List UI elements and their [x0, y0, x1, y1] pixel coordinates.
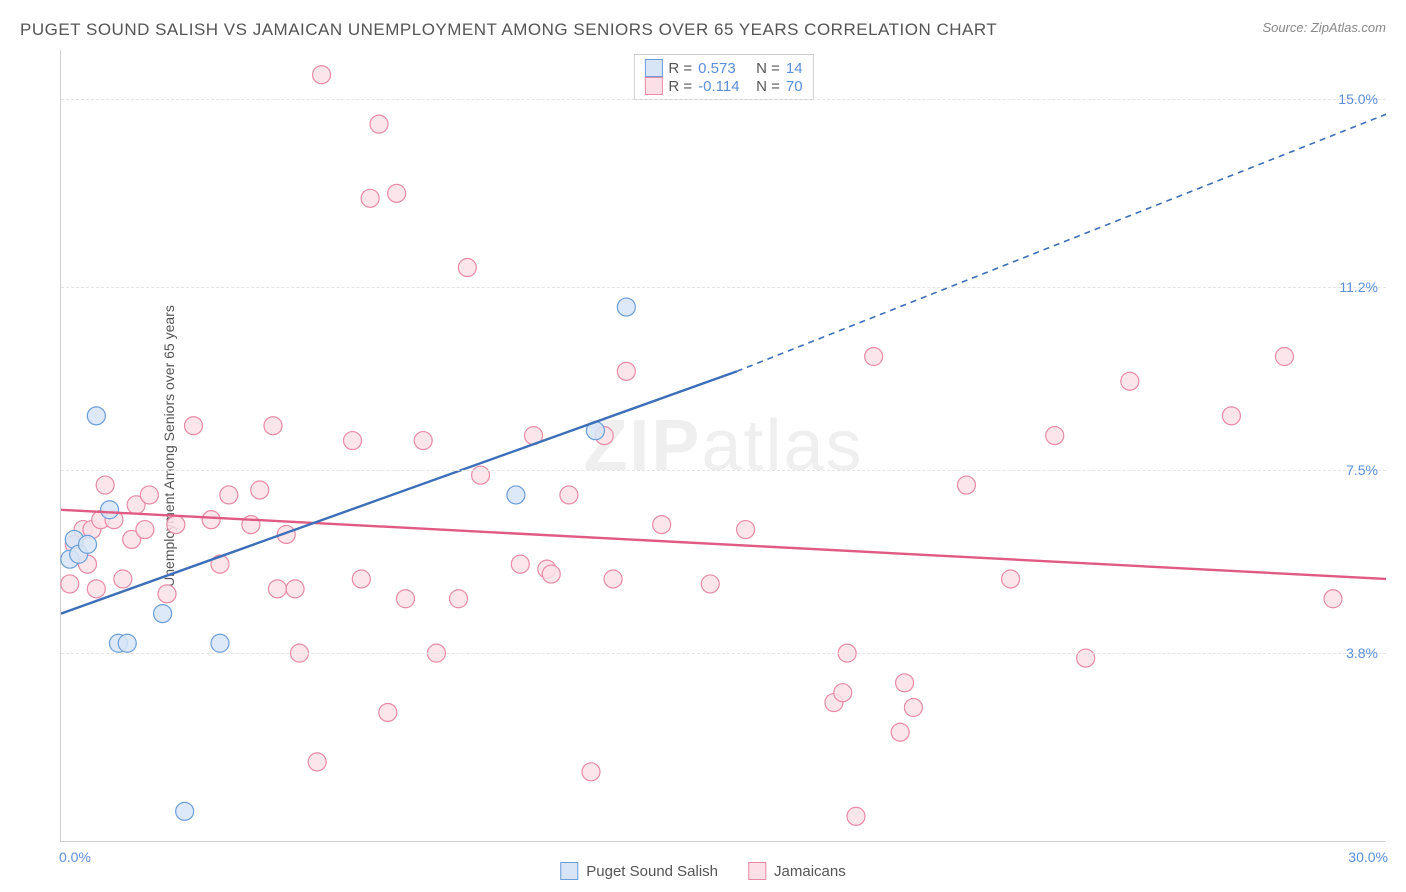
scatter-point [507, 486, 525, 504]
y-tick-label: 3.8% [1346, 645, 1378, 661]
stats-row: R = 0.573 N = 14 [644, 59, 802, 77]
scatter-point [136, 521, 154, 539]
legend-item: Jamaicans [748, 862, 846, 880]
scatter-point [308, 753, 326, 771]
scatter-point [1002, 570, 1020, 588]
scatter-point [87, 580, 105, 598]
scatter-point [472, 466, 490, 484]
scatter-point [352, 570, 370, 588]
gridline [61, 653, 1386, 654]
scatter-point [140, 486, 158, 504]
scatter-point [1121, 372, 1139, 390]
scatter-point [370, 115, 388, 133]
y-tick-label: 15.0% [1338, 91, 1378, 107]
scatter-point [560, 486, 578, 504]
stat-r-label: R = [668, 78, 692, 95]
scatter-point [211, 634, 229, 652]
legend-swatch [748, 862, 766, 880]
scatter-point [701, 575, 719, 593]
scatter-point [154, 605, 172, 623]
scatter-point [1077, 649, 1095, 667]
scatter-point [158, 585, 176, 603]
scatter-point [388, 184, 406, 202]
chart-title: PUGET SOUND SALISH VS JAMAICAN UNEMPLOYM… [20, 20, 997, 40]
gridline [61, 287, 1386, 288]
scatter-point [617, 362, 635, 380]
series-legend: Puget Sound Salish Jamaicans [560, 862, 845, 880]
scatter-point [101, 501, 119, 519]
source-link[interactable]: ZipAtlas.com [1311, 20, 1386, 35]
scatter-point [414, 432, 432, 450]
scatter-point [251, 481, 269, 499]
scatter-point [896, 674, 914, 692]
scatter-point [268, 580, 286, 598]
stat-r-value: 0.573 [698, 60, 750, 77]
x-tick-min: 0.0% [59, 849, 91, 865]
scatter-point [202, 511, 220, 529]
scatter-point [957, 476, 975, 494]
legend-label: Puget Sound Salish [586, 863, 718, 880]
source-prefix: Source: [1262, 20, 1310, 35]
stat-n-value: 70 [786, 78, 803, 95]
stat-n-label: N = [756, 78, 780, 95]
scatter-point [458, 259, 476, 277]
scatter-point [847, 807, 865, 825]
scatter-point [313, 66, 331, 84]
scatter-point [361, 189, 379, 207]
scatter-point [737, 521, 755, 539]
y-tick-label: 7.5% [1346, 462, 1378, 478]
legend-label: Jamaicans [774, 863, 846, 880]
gridline [61, 470, 1386, 471]
scatter-point [379, 703, 397, 721]
scatter-point [96, 476, 114, 494]
trend-line-dashed [737, 114, 1386, 371]
legend-swatch [644, 59, 662, 77]
scatter-point [511, 555, 529, 573]
scatter-point [167, 516, 185, 534]
scatter-point [1324, 590, 1342, 608]
source-label: Source: ZipAtlas.com [1262, 20, 1386, 35]
scatter-point [891, 723, 909, 741]
legend-swatch [644, 77, 662, 95]
scatter-point [344, 432, 362, 450]
y-tick-label: 11.2% [1339, 279, 1378, 295]
stat-n-label: N = [756, 60, 780, 77]
scatter-point [834, 684, 852, 702]
scatter-point [1275, 348, 1293, 366]
scatter-point [1222, 407, 1240, 425]
scatter-point [1046, 427, 1064, 445]
scatter-point [264, 417, 282, 435]
scatter-point [604, 570, 622, 588]
stat-r-value: -0.114 [698, 78, 750, 95]
scatter-point [865, 348, 883, 366]
scatter-point [185, 417, 203, 435]
plot-area: ZIPatlas R =0.573N =14R =-0.114N =70 0.0… [60, 50, 1386, 842]
stat-r-label: R = [668, 60, 692, 77]
scatter-point [397, 590, 415, 608]
legend-swatch [560, 862, 578, 880]
trend-line [61, 371, 737, 613]
scatter-point [79, 535, 97, 553]
plot-svg [61, 50, 1386, 841]
scatter-point [286, 580, 304, 598]
scatter-point [220, 486, 238, 504]
gridline [61, 99, 1386, 100]
stat-n-value: 14 [786, 60, 803, 77]
trend-line [61, 510, 1386, 579]
scatter-point [904, 699, 922, 717]
scatter-point [87, 407, 105, 425]
scatter-point [653, 516, 671, 534]
x-tick-max: 30.0% [1348, 849, 1388, 865]
scatter-point [582, 763, 600, 781]
scatter-point [114, 570, 132, 588]
legend-item: Puget Sound Salish [560, 862, 718, 880]
scatter-point [542, 565, 560, 583]
stats-row: R = -0.114 N = 70 [644, 77, 802, 95]
scatter-point [176, 802, 194, 820]
scatter-point [450, 590, 468, 608]
stats-legend: R = 0.573 N = 14 R = -0.114 N = 70 [633, 54, 813, 100]
scatter-point [118, 634, 136, 652]
scatter-point [617, 298, 635, 316]
scatter-point [61, 575, 79, 593]
